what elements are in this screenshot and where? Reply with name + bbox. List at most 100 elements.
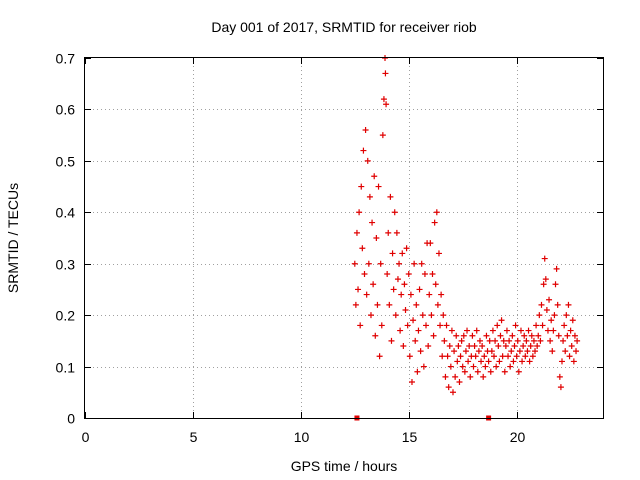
data-point <box>360 147 367 154</box>
data-point <box>546 296 553 303</box>
data-point <box>487 368 494 375</box>
data-point <box>558 358 565 365</box>
data-point <box>491 353 498 360</box>
data-point <box>470 363 477 370</box>
data-point <box>451 348 458 355</box>
data-point <box>563 312 570 319</box>
data-point <box>523 337 530 344</box>
x-tick-label: 15 <box>402 429 418 445</box>
data-point <box>365 260 372 267</box>
data-point <box>437 322 444 329</box>
data-point <box>565 301 572 308</box>
data-point <box>476 337 483 344</box>
data-point <box>398 291 405 298</box>
data-point <box>400 343 407 349</box>
y-tick-label: 0 <box>67 411 75 427</box>
data-point <box>367 312 374 319</box>
data-point <box>353 229 360 236</box>
data-point <box>427 240 434 247</box>
data-point <box>420 363 427 370</box>
data-point <box>425 343 432 349</box>
data-point <box>479 343 486 349</box>
grid <box>85 58 603 418</box>
data-point <box>543 307 550 313</box>
data-point <box>474 368 481 375</box>
data-point <box>391 209 398 216</box>
data-point <box>410 317 417 324</box>
data-point <box>494 322 501 329</box>
data-point <box>369 219 376 226</box>
data-point <box>408 379 415 385</box>
data-point <box>555 332 562 339</box>
data-point <box>541 255 548 262</box>
data-point <box>499 353 506 360</box>
data-point <box>498 317 505 324</box>
data-point <box>489 327 496 334</box>
data-point <box>385 229 392 236</box>
data-point <box>387 193 394 200</box>
data-point <box>535 332 542 339</box>
data-point <box>434 301 441 308</box>
data-point <box>569 317 576 324</box>
data-point <box>401 281 408 288</box>
data-point <box>406 353 413 360</box>
data-point <box>485 358 492 365</box>
data-point <box>449 389 456 396</box>
data-point <box>488 348 495 355</box>
data-point <box>402 307 409 313</box>
data-point <box>404 322 411 329</box>
data-point <box>527 343 534 349</box>
data-point <box>386 301 393 308</box>
data-point <box>562 348 569 355</box>
data-point <box>538 301 545 308</box>
data-point <box>435 250 442 257</box>
data-point <box>547 337 554 344</box>
data-point <box>567 327 574 334</box>
data-point <box>456 379 463 385</box>
data-point <box>502 343 509 349</box>
data-point <box>362 127 369 133</box>
data-point <box>536 312 543 319</box>
data-point <box>516 348 523 355</box>
y-tick-label: 0.6 <box>56 102 76 118</box>
chart-title: Day 001 of 2017, SRMTID for receiver rio… <box>211 19 477 35</box>
data-point <box>443 322 450 329</box>
data-point <box>394 276 401 283</box>
data-point <box>467 373 474 380</box>
data-point <box>526 358 533 365</box>
data-point <box>486 337 493 344</box>
data-point <box>573 348 580 355</box>
data-point <box>478 358 485 365</box>
data-point <box>510 358 517 365</box>
data-point <box>384 271 391 277</box>
data-point <box>509 332 516 339</box>
data-point <box>355 286 362 293</box>
data-point <box>506 337 513 344</box>
data-point <box>549 348 556 355</box>
data-point <box>493 363 500 370</box>
data-point <box>458 337 465 344</box>
x-tick-label: 20 <box>510 429 526 445</box>
data-point <box>461 368 468 375</box>
data-point <box>507 363 514 370</box>
data-point <box>513 353 520 360</box>
data-point <box>399 250 406 257</box>
data-point <box>568 343 575 349</box>
data-point <box>454 358 461 365</box>
data-point <box>446 343 453 349</box>
x-tick-label: 10 <box>294 429 310 445</box>
data-point <box>466 343 473 349</box>
data-point <box>550 327 557 334</box>
data-point <box>374 301 381 308</box>
data-point <box>393 229 400 236</box>
data-point <box>419 312 426 319</box>
data-point <box>564 332 571 339</box>
data-point <box>459 363 466 370</box>
data-point <box>472 353 479 360</box>
data-point <box>533 322 540 329</box>
data-point <box>414 368 421 375</box>
data-point <box>556 373 563 380</box>
data-point <box>416 286 423 293</box>
data-point <box>496 358 503 365</box>
y-tick-label: 0.5 <box>56 154 76 170</box>
